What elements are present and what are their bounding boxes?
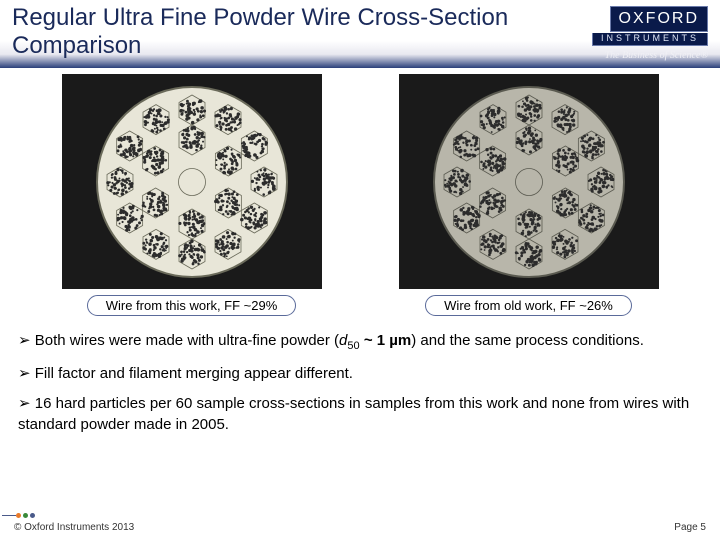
cross-section-left <box>62 74 322 289</box>
image-left-col: Wire from this work, FF ~29% <box>38 74 345 316</box>
caption-left: Wire from this work, FF ~29% <box>87 295 297 316</box>
cross-section-right <box>399 74 659 289</box>
images-row: Wire from this work, FF ~29% Wire from o… <box>18 74 702 316</box>
slide-content: Wire from this work, FF ~29% Wire from o… <box>0 68 720 436</box>
logo-tagline: The Business of Science® <box>592 50 708 61</box>
page-number: Page 5 <box>674 522 706 533</box>
image-right-col: Wire from old work, FF ~26% <box>375 74 682 316</box>
slide-title: Regular Ultra Fine Powder Wire Cross-Sec… <box>12 4 512 59</box>
logo-sub: INSTRUMENTS <box>592 33 708 46</box>
wire-svg-left <box>92 82 292 282</box>
bullet-1: ➢ Both wires were made with ultra-fine p… <box>18 330 702 355</box>
logo-area: OXFORD INSTRUMENTS The Business of Scien… <box>592 4 708 61</box>
bullet-3: ➢ 16 hard particles per 60 sample cross-… <box>18 393 702 437</box>
bullet-2: ➢ Fill factor and filament merging appea… <box>18 363 702 385</box>
slide-header: Regular Ultra Fine Powder Wire Cross-Sec… <box>0 0 720 68</box>
logo-main: OXFORD <box>610 6 708 32</box>
wire-svg-right <box>429 82 629 282</box>
caption-right: Wire from old work, FF ~26% <box>425 295 632 316</box>
copyright: © Oxford Instruments 2013 <box>14 522 134 533</box>
slide-footer: © Oxford Instruments 2013 Page 5 <box>0 514 720 540</box>
bullet-list: ➢ Both wires were made with ultra-fine p… <box>18 330 702 436</box>
